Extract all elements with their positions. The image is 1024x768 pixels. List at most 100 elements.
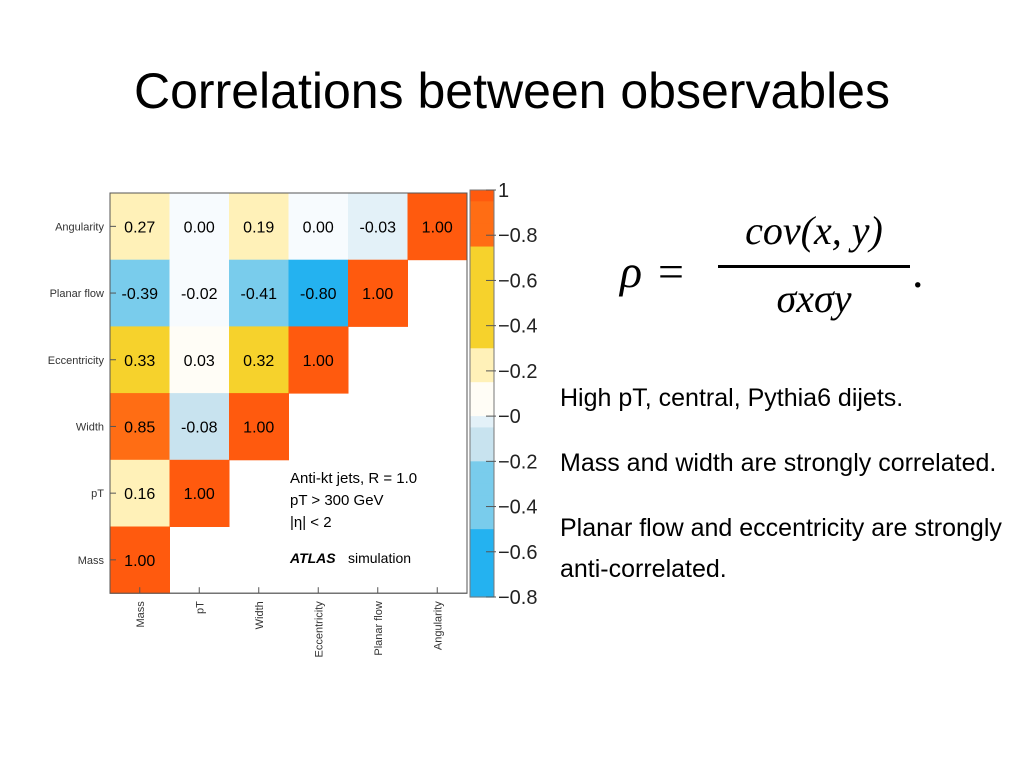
bullet-item: Mass and width are strongly correlated.	[560, 449, 997, 477]
cell-value-label: 0.85	[124, 419, 155, 436]
colorbar-tick-label: −0	[498, 406, 521, 428]
x-tick-label: Width	[254, 601, 266, 629]
colorbar-segment	[470, 563, 494, 575]
formula-denominator: σxσy	[776, 276, 852, 321]
experiment-label: ATLAS	[289, 550, 336, 566]
heatmap-cell	[229, 326, 289, 394]
colorbar-tick-label: −0.6	[498, 270, 537, 292]
heatmap-cell	[348, 259, 408, 327]
cell-value-label: -0.03	[360, 219, 397, 236]
colorbar-segment	[470, 201, 494, 214]
heatmap-cell	[169, 326, 230, 394]
colorbar-segment	[470, 495, 494, 508]
cell-value-label: 0.03	[184, 353, 215, 370]
cell-value-label: 1.00	[303, 353, 334, 370]
y-tick-label: Eccentricity	[48, 355, 105, 367]
heatmap-cell	[169, 259, 230, 327]
cell-value-label: -0.02	[181, 286, 218, 303]
x-tick-label: pT	[194, 601, 206, 614]
heatmap-cell	[110, 326, 170, 394]
plot-border	[109, 192, 468, 594]
colorbar-segment	[470, 438, 494, 451]
colorbar-segment	[470, 223, 494, 236]
colorbar-segment	[470, 280, 494, 293]
heatmap-cell	[169, 393, 230, 461]
formula-equals: =	[658, 246, 684, 297]
cell-value-label: 1.00	[243, 419, 274, 436]
heatmap-cell	[288, 193, 349, 261]
colorbar-segment	[470, 235, 494, 248]
heatmap-cell	[288, 326, 349, 394]
bullet-list: High pT, central, Pythia6 dijets. Mass a…	[560, 378, 1010, 614]
legend-text-line: Anti-kt jets, R = 1.0	[290, 470, 417, 487]
y-tick-label: Width	[76, 421, 104, 433]
cell-value-label: 0.19	[243, 219, 274, 236]
colorbar-segment	[470, 506, 494, 519]
correlation-heatmap: 0.27 0.00 0.19 0.00 -0.03 1.00 -0.39 -0.02 -0.41…	[48, 180, 538, 657]
y-tick-label: Angularity	[55, 221, 104, 233]
colorbar-segment	[470, 540, 494, 553]
colorbar-tick-label: −0.8	[498, 587, 537, 609]
heatmap-cell	[169, 193, 230, 261]
legend-text-line: pT > 300 GeV	[290, 492, 384, 509]
formula-period: .	[912, 246, 924, 297]
colorbar-segment	[470, 269, 494, 282]
bullet-item: Planar flow and eccentricity are strongl…	[560, 514, 1002, 583]
heatmap-cell	[229, 393, 289, 461]
colorbar-tick-label: −0.2	[498, 451, 537, 473]
heatmap-cell	[348, 193, 408, 261]
colorbar-segment	[470, 382, 494, 395]
cell-value-label: 0.00	[303, 219, 334, 236]
colorbar-tick-label: 1	[498, 180, 509, 202]
colorbar-segment	[470, 291, 494, 304]
formula-numerator: cov(x, y)	[745, 208, 883, 253]
colorbar-tick-label: −0.8	[498, 225, 537, 247]
colorbar-segment	[470, 393, 494, 406]
cell-value-label: 1.00	[362, 286, 393, 303]
slide-title: Correlations between observables	[134, 63, 890, 119]
heatmap-cell	[110, 526, 170, 594]
cell-value-label: 0.00	[184, 219, 215, 236]
colorbar-frame	[469, 189, 495, 598]
colorbar-segment	[470, 574, 494, 587]
cell-value-label: -0.80	[300, 286, 337, 303]
cell-value-label: -0.08	[181, 419, 218, 436]
x-tick-label: Mass	[135, 601, 147, 628]
correlation-formula: ρ = cov(x, y) σxσy .	[620, 205, 930, 335]
cell-value-label: 1.00	[422, 219, 453, 236]
colorbar-segment	[470, 472, 494, 485]
colorbar-segment	[470, 585, 494, 598]
cell-value-label: 1.00	[124, 553, 155, 570]
colorbar-segment	[470, 325, 494, 338]
heatmap-cell	[407, 193, 468, 261]
heatmap-cell	[229, 259, 289, 327]
colorbar-segment	[470, 359, 494, 372]
colorbar-segment	[470, 483, 494, 496]
colorbar-segment	[470, 404, 494, 417]
heatmap-cell	[110, 459, 170, 527]
colorbar-segment	[470, 246, 494, 259]
colorbar-segment	[470, 190, 494, 202]
heatmap-cell	[288, 259, 349, 327]
colorbar-tick-label: −0.6	[498, 542, 537, 564]
cell-value-label: 1.00	[184, 486, 215, 503]
colorbar-segment	[470, 529, 494, 542]
colorbar-segment	[470, 303, 494, 315]
cell-value-label: 0.27	[124, 219, 155, 236]
colorbar-segment	[470, 450, 494, 462]
heatmap-cell	[110, 259, 170, 327]
colorbar-segment	[470, 257, 494, 270]
heatmap-cell	[110, 393, 170, 461]
cell-value-label: -0.41	[241, 286, 278, 303]
formula-fraction-bar	[718, 265, 910, 268]
colorbar-segment	[470, 212, 494, 225]
colorbar-tick-label: −0.4	[498, 497, 537, 519]
colorbar-segment	[470, 461, 494, 474]
colorbar-segment	[470, 348, 494, 361]
cell-value-label: 0.32	[243, 353, 274, 370]
bullet-item: High pT, central, Pythia6 dijets.	[560, 384, 904, 412]
heatmap-cell	[110, 193, 170, 261]
legend-text-line: |η| < 2	[290, 514, 332, 531]
y-tick-label: Planar flow	[50, 288, 104, 300]
colorbar-segment	[470, 336, 494, 349]
